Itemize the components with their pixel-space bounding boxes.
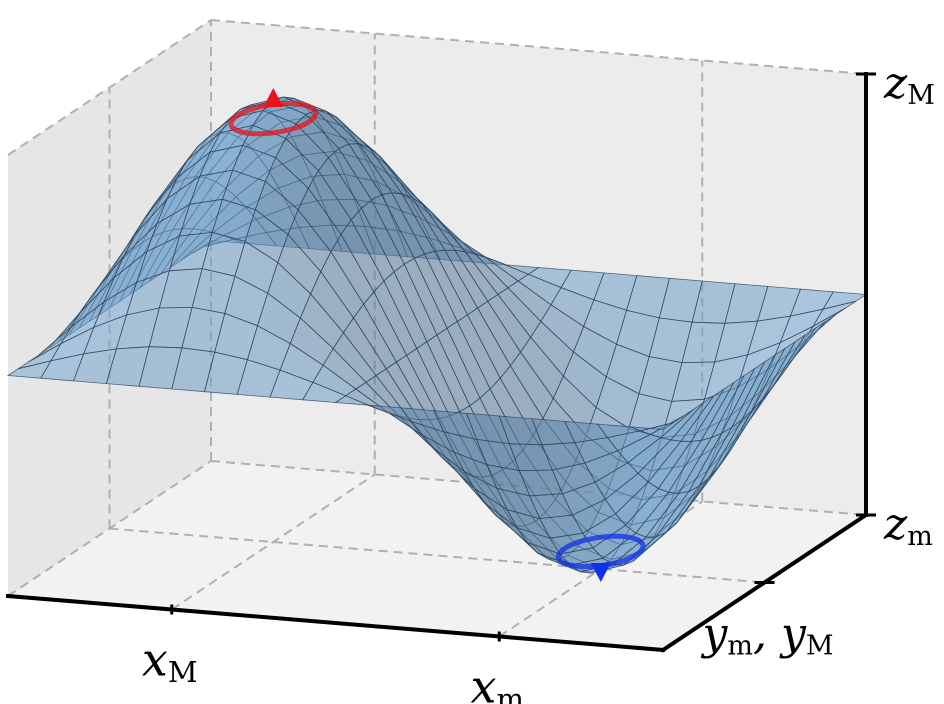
y-tick-label: ym, yM — [701, 609, 834, 662]
min-triangle-marker — [590, 563, 611, 582]
x-axis-line — [5, 593, 666, 653]
z-tick-label-m: zm — [883, 499, 933, 552]
x-tick-label-m: xm — [471, 660, 524, 704]
floor-gridline-x — [171, 473, 376, 611]
x-tick-label-M: xM — [142, 633, 198, 689]
z-tick-label-M: zM — [883, 58, 935, 111]
side-gridline-z — [7, 460, 212, 597]
back-gridline-z — [210, 19, 867, 75]
side-gridline-z — [7, 19, 212, 156]
tick-labels: xM xm ym, yM zM zm — [142, 58, 935, 704]
surface-face — [630, 422, 674, 432]
max-triangle-marker — [263, 88, 284, 107]
axis-lines — [5, 72, 876, 653]
max-ring — [228, 101, 319, 137]
floor-gridline-y — [109, 527, 765, 584]
extremum-markers — [228, 88, 646, 582]
back-gridline-z — [210, 460, 867, 516]
